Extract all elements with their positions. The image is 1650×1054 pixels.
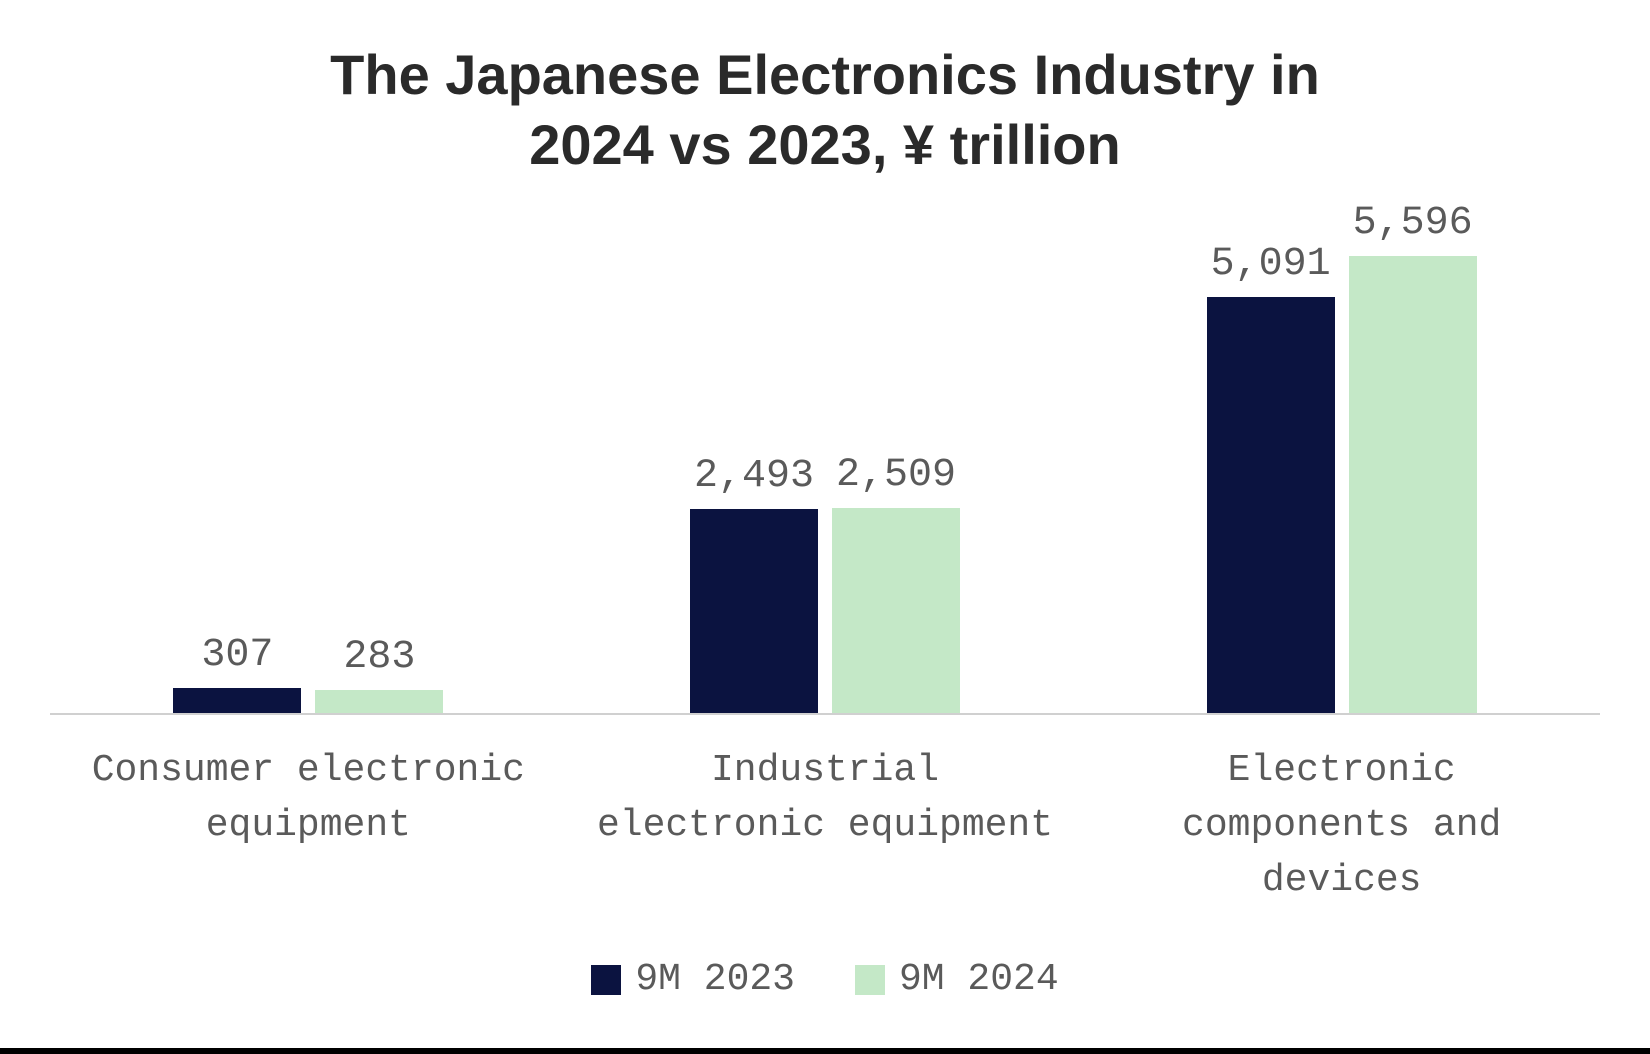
legend-swatch-icon — [591, 965, 621, 995]
chart-title-line1: The Japanese Electronics Industry in — [330, 43, 1320, 106]
bar-groups: 307 283 2,493 2,509 5,091 — [50, 225, 1600, 715]
bar-series-1 — [832, 508, 960, 713]
bar-wrap: 307 — [173, 633, 301, 713]
category-label: Consumer electronic equipment — [50, 743, 567, 908]
bar-wrap: 2,509 — [832, 453, 960, 713]
chart-title-line2: 2024 vs 2023, ¥ trillion — [529, 113, 1120, 176]
legend-item: 9M 2024 — [855, 958, 1059, 1001]
bar-group: 5,091 5,596 — [1083, 201, 1600, 713]
bar-group: 307 283 — [50, 633, 567, 713]
legend-swatch-icon — [855, 965, 885, 995]
bar-series-0 — [1207, 297, 1335, 713]
value-label: 5,091 — [1211, 242, 1331, 287]
legend-label: 9M 2023 — [635, 958, 795, 1001]
bar-group: 2,493 2,509 — [567, 453, 1084, 713]
bottom-border — [0, 1048, 1650, 1054]
value-label: 2,493 — [694, 454, 814, 499]
category-labels: Consumer electronic equipment Industrial… — [50, 743, 1600, 908]
bar-series-0 — [690, 509, 818, 713]
chart-plot-area: 307 283 2,493 2,509 5,091 — [50, 225, 1600, 715]
bar-wrap: 2,493 — [690, 454, 818, 713]
value-label: 2,509 — [836, 453, 956, 498]
chart-title: The Japanese Electronics Industry in 202… — [0, 0, 1650, 180]
bar-wrap: 283 — [315, 635, 443, 713]
category-label: Electronic components and devices — [1083, 743, 1600, 908]
value-label: 5,596 — [1353, 201, 1473, 246]
bar-series-1 — [315, 690, 443, 713]
bar-wrap: 5,091 — [1207, 242, 1335, 713]
chart-legend: 9M 2023 9M 2024 — [0, 958, 1650, 1001]
bar-series-1 — [1349, 256, 1477, 713]
legend-item: 9M 2023 — [591, 958, 795, 1001]
value-label: 307 — [201, 633, 273, 678]
value-label: 283 — [343, 635, 415, 680]
bar-wrap: 5,596 — [1349, 201, 1477, 713]
legend-label: 9M 2024 — [899, 958, 1059, 1001]
bar-series-0 — [173, 688, 301, 713]
category-label: Industrial electronic equipment — [567, 743, 1084, 908]
